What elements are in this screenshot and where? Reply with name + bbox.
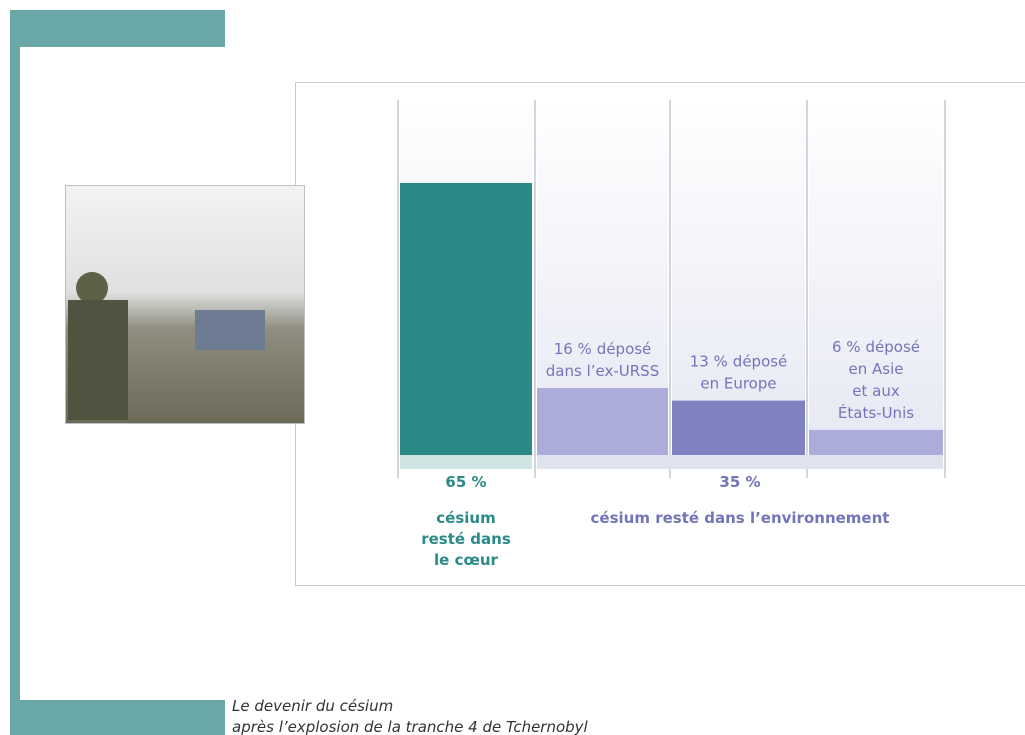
category-label: césium [436,509,495,527]
caption: après l’explosion de la tranche 4 de Tch… [232,718,589,735]
category-label: États-Unis [838,403,914,422]
photo-person [76,272,108,304]
category-label: dans l’ex-URSS [546,362,659,380]
category-label: resté dans [421,530,511,548]
photo-building [195,310,265,350]
bottom-band [10,700,225,735]
value-label: 13 % [690,353,728,371]
caption: Le devenir du césium [232,697,393,715]
bar-label: 16 % déposé [554,340,652,358]
photo-person-body [68,300,128,420]
category-label: en Europe [700,375,776,393]
column-bg [672,100,805,455]
base-strip [400,455,532,469]
bar [672,400,805,455]
bar-label: 13 % déposé [690,353,788,371]
category-label: en Asie [849,360,904,378]
category-label: déposé [733,353,788,371]
category-label: le cœur [434,551,499,569]
value-label: 6 % [832,338,861,356]
category-label: et aux [852,382,900,400]
value-label: 16 % [554,340,592,358]
value-label: 65 % [445,473,486,491]
bar-label: 6 % déposé [832,338,920,356]
group-strip [537,455,943,469]
group-label: césium resté dans l’environnement [591,509,890,527]
column-bg [809,100,943,455]
category-label: déposé [597,340,652,358]
category-label: déposé [866,338,921,356]
bar [400,183,532,455]
bar [809,429,943,455]
side-band [10,10,20,735]
group-value-label: 35 % [719,473,760,491]
bar [537,388,668,455]
top-band [10,10,225,47]
